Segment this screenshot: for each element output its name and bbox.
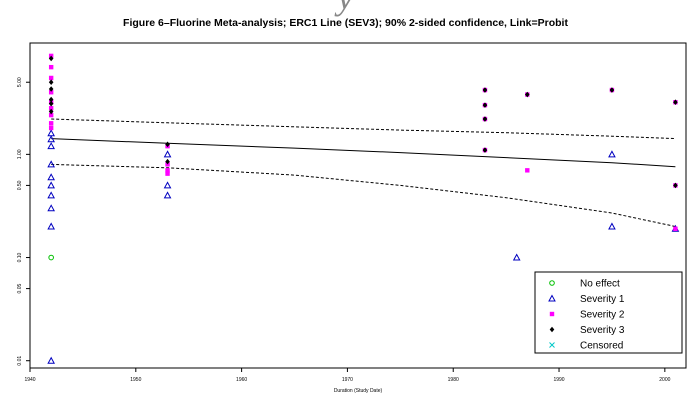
legend-label: Severity 1 xyxy=(580,294,625,305)
legend-marker xyxy=(549,311,555,317)
header-fragment: y xyxy=(0,0,691,26)
point-severity-1 xyxy=(163,181,172,189)
point-severity-1 xyxy=(47,160,56,168)
point-severity-1 xyxy=(47,204,56,212)
x-axis-label: Duration (Study Date) xyxy=(334,388,383,394)
x-tick-label: 1970 xyxy=(342,377,353,383)
legend-marker xyxy=(549,342,555,348)
point-severity-2 xyxy=(48,106,54,111)
point-severity-3 xyxy=(48,96,54,103)
x-tick-label: 1980 xyxy=(448,377,459,383)
point-severity-3 xyxy=(482,147,488,153)
point-severity-1 xyxy=(47,135,56,143)
point-severity-3 xyxy=(165,141,170,148)
x-tick-label: 2000 xyxy=(659,377,670,383)
point-severity-1 xyxy=(47,173,56,181)
legend-label: Severity 3 xyxy=(580,325,625,336)
point-severity-2 xyxy=(48,121,54,126)
legend-label: No effect xyxy=(580,279,620,290)
point-severity-1 xyxy=(47,222,56,230)
point-severity-3 xyxy=(48,86,54,92)
point-severity-3 xyxy=(165,158,170,165)
point-severity-3 xyxy=(482,102,488,108)
x-tick-label: 1990 xyxy=(553,377,564,383)
point-severity-2 xyxy=(165,168,170,173)
point-severity-1 xyxy=(512,253,521,261)
point-severity-3 xyxy=(48,108,54,115)
point-severity-1 xyxy=(163,150,172,158)
point-severity-2 xyxy=(673,226,678,231)
point-severity-1 xyxy=(47,191,56,199)
y-tick-label: 0.01 xyxy=(17,356,23,366)
point-severity-2 xyxy=(48,112,54,118)
point-severity-3 xyxy=(482,116,488,122)
point-severity-3 xyxy=(673,182,678,189)
legend-marker xyxy=(549,280,555,286)
line-fit xyxy=(51,138,676,168)
legend-label: Severity 2 xyxy=(580,310,625,321)
x-tick-label: 1960 xyxy=(236,377,247,383)
point-severity-1 xyxy=(608,222,616,230)
x-tick-label: 1950 xyxy=(130,377,141,383)
y-tick-label: 5.00 xyxy=(17,77,23,87)
point-severity-3 xyxy=(482,87,488,93)
point-severity-1 xyxy=(47,142,56,150)
point-severity-3 xyxy=(524,91,530,98)
point-severity-2 xyxy=(165,171,170,176)
legend-marker xyxy=(549,326,555,333)
point-severity-1 xyxy=(47,129,56,137)
point-severity-2 xyxy=(48,64,54,70)
point-severity-2 xyxy=(48,75,54,81)
y-tick-label: 0.10 xyxy=(17,252,23,262)
y-tick-label: 0.05 xyxy=(17,284,23,294)
point-severity-1 xyxy=(163,191,172,199)
point-severity-2 xyxy=(48,90,54,95)
chart-title: Figure 6–Fluorine Meta-analysis; ERC1 Li… xyxy=(123,17,568,29)
y-tick-label: 0.50 xyxy=(17,180,23,190)
line-upper xyxy=(51,118,676,140)
legend-box xyxy=(534,271,683,354)
point-severity-1 xyxy=(47,356,56,364)
point-severity-3 xyxy=(48,79,54,86)
point-severity-3 xyxy=(673,99,678,106)
point-no-effect xyxy=(48,254,54,261)
line-lower xyxy=(51,163,676,227)
y-tick-label: 1.00 xyxy=(17,149,23,159)
legend-label: Censored xyxy=(580,341,623,352)
point-severity-2 xyxy=(525,168,530,173)
point-severity-3 xyxy=(48,55,54,62)
point-severity-1 xyxy=(47,181,56,189)
header-fragment-text: y xyxy=(0,0,691,18)
x-tick-label: 1940 xyxy=(24,377,35,383)
plot-frame xyxy=(29,42,687,369)
point-severity-2 xyxy=(48,125,54,131)
point-severity-3 xyxy=(609,87,615,93)
point-severity-1 xyxy=(608,150,616,158)
point-severity-3 xyxy=(48,100,54,107)
legend-marker xyxy=(548,294,556,302)
